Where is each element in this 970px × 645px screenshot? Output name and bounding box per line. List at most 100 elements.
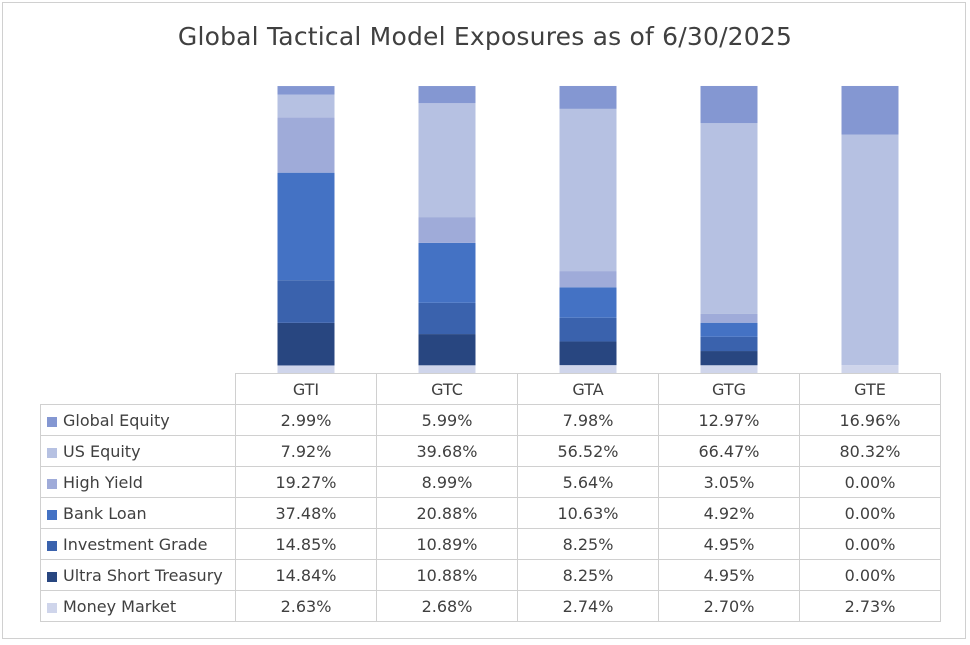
data-label: 10.63% bbox=[517, 497, 659, 529]
series-name: High Yield bbox=[63, 472, 143, 492]
bar-segment bbox=[418, 103, 476, 218]
series-name: Global Equity bbox=[63, 410, 170, 430]
bar-segment bbox=[559, 341, 617, 366]
bar-segment bbox=[277, 280, 335, 323]
data-label: 8.25% bbox=[517, 528, 659, 560]
legend-entry: Ultra Short Treasury bbox=[40, 559, 236, 591]
data-label: 5.99% bbox=[376, 404, 518, 436]
table-row: Bank Loan 37.48% 20.88% 10.63% 4.92% 0.00% bbox=[40, 497, 941, 529]
bar-segment bbox=[277, 86, 335, 95]
table-row: Ultra Short Treasury 14.84% 10.88% 8.25% 4.9… bbox=[40, 559, 941, 591]
data-label: 0.00% bbox=[799, 528, 941, 560]
legend-swatch bbox=[47, 478, 57, 489]
bar-segment bbox=[277, 172, 335, 281]
bar-segment bbox=[418, 302, 476, 335]
table-row: Money Market 2.63% 2.68% 2.74% 2.70% 2.73% bbox=[40, 590, 941, 622]
bar-segment bbox=[418, 334, 476, 366]
legend-entry: Money Market bbox=[40, 590, 236, 622]
legend-swatch bbox=[47, 571, 57, 582]
data-label: 0.00% bbox=[799, 497, 941, 529]
category-label: GTE bbox=[799, 373, 941, 405]
data-label: 16.96% bbox=[799, 404, 941, 436]
bar-segment bbox=[841, 85, 899, 135]
series-name: Bank Loan bbox=[63, 503, 147, 523]
data-label: 7.92% bbox=[235, 435, 377, 467]
data-label: 5.64% bbox=[517, 466, 659, 498]
table-body: Global Equity 2.99% 5.99% 7.98% 12.97% 16.96%… bbox=[40, 404, 941, 622]
bar-segment bbox=[418, 86, 476, 104]
data-label: 14.85% bbox=[235, 528, 377, 560]
data-label: 2.68% bbox=[376, 590, 518, 622]
legend-swatch bbox=[47, 416, 57, 427]
bar-segment bbox=[418, 242, 476, 303]
data-label: 0.00% bbox=[799, 466, 941, 498]
data-label: 12.97% bbox=[658, 404, 800, 436]
bar-segment bbox=[559, 271, 617, 288]
bar-segment bbox=[277, 365, 335, 373]
table-row: Investment Grade 14.85% 10.89% 8.25% 4.95% 0.… bbox=[40, 528, 941, 560]
bar-segment bbox=[841, 134, 899, 366]
legend-entry: High Yield bbox=[40, 466, 236, 498]
data-label: 2.99% bbox=[235, 404, 377, 436]
category-header-row: GTI GTC GTA GTG GTE bbox=[40, 373, 941, 405]
bar-segment bbox=[700, 351, 758, 366]
bar-segment bbox=[559, 317, 617, 342]
data-label: 4.95% bbox=[658, 559, 800, 591]
legend-entry: US Equity bbox=[40, 435, 236, 467]
bar-segment bbox=[559, 85, 617, 109]
table-row: High Yield 19.27% 8.99% 5.64% 3.05% 0.00% bbox=[40, 466, 941, 498]
bar-segment bbox=[559, 287, 617, 318]
data-label: 3.05% bbox=[658, 466, 800, 498]
series-name: Investment Grade bbox=[63, 534, 208, 554]
series-name: Money Market bbox=[63, 596, 177, 616]
data-label: 2.63% bbox=[235, 590, 377, 622]
data-label: 0.00% bbox=[799, 559, 941, 591]
data-label: 2.74% bbox=[517, 590, 659, 622]
table-row: US Equity 7.92% 39.68% 56.52% 66.47% 80.32% bbox=[40, 435, 941, 467]
data-label: 56.52% bbox=[517, 435, 659, 467]
plot-area bbox=[277, 85, 899, 373]
data-label: 66.47% bbox=[658, 435, 800, 467]
legend-swatch bbox=[47, 602, 57, 613]
data-label: 14.84% bbox=[235, 559, 377, 591]
data-label: 37.48% bbox=[235, 497, 377, 529]
category-label: GTI bbox=[235, 373, 377, 405]
data-label: 20.88% bbox=[376, 497, 518, 529]
data-label: 4.95% bbox=[658, 528, 800, 560]
category-label: GTA bbox=[517, 373, 659, 405]
data-label: 2.73% bbox=[799, 590, 941, 622]
legend-swatch bbox=[47, 509, 57, 520]
bar-segment bbox=[559, 108, 617, 272]
table-corner bbox=[40, 373, 236, 405]
bar-segment bbox=[700, 322, 758, 337]
bar-segment bbox=[277, 117, 335, 173]
series-name: US Equity bbox=[63, 441, 141, 461]
bar-segment bbox=[700, 123, 758, 314]
legend-entry: Bank Loan bbox=[40, 497, 236, 529]
data-label: 4.92% bbox=[658, 497, 800, 529]
bar-segment bbox=[841, 365, 899, 373]
series-name: Ultra Short Treasury bbox=[63, 565, 223, 585]
category-label: GTG bbox=[658, 373, 800, 405]
data-label: 7.98% bbox=[517, 404, 659, 436]
bar-segment bbox=[277, 94, 335, 118]
legend-swatch bbox=[47, 447, 57, 458]
data-label: 8.25% bbox=[517, 559, 659, 591]
data-label: 10.89% bbox=[376, 528, 518, 560]
legend-swatch bbox=[47, 540, 57, 551]
data-label: 19.27% bbox=[235, 466, 377, 498]
data-label: 2.70% bbox=[658, 590, 800, 622]
bar-segment bbox=[700, 365, 758, 373]
bar-segment bbox=[418, 365, 476, 373]
bar-segment bbox=[559, 365, 617, 373]
category-label: GTC bbox=[376, 373, 518, 405]
bar-segment bbox=[700, 85, 758, 124]
legend-entry: Global Equity bbox=[40, 404, 236, 436]
data-label: 8.99% bbox=[376, 466, 518, 498]
legend-entry: Investment Grade bbox=[40, 528, 236, 560]
data-label: 80.32% bbox=[799, 435, 941, 467]
chart-title: Global Tactical Model Exposures as of 6/… bbox=[177, 22, 793, 51]
bar-segment bbox=[277, 322, 335, 366]
bar-segment bbox=[418, 217, 476, 243]
bar-segment bbox=[700, 336, 758, 352]
